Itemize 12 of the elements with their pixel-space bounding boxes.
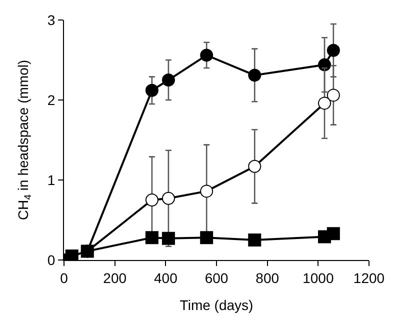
x-tick-label: 400 (154, 270, 178, 286)
x-tick-label: 1000 (302, 270, 334, 286)
x-tick-label: 800 (256, 270, 280, 286)
x-axis-title: Time (days) (180, 297, 254, 314)
y-tick-label: 3 (47, 12, 56, 28)
y-tick-label: 0 (47, 252, 56, 268)
x-tick-label: 200 (103, 270, 127, 286)
x-tick-label: 1200 (353, 270, 385, 286)
x-tick-label: 600 (204, 270, 228, 286)
y-tick-label: 1 (47, 172, 56, 188)
x-tick-label: 0 (60, 270, 68, 286)
y-tick-label: 2 (47, 92, 56, 108)
